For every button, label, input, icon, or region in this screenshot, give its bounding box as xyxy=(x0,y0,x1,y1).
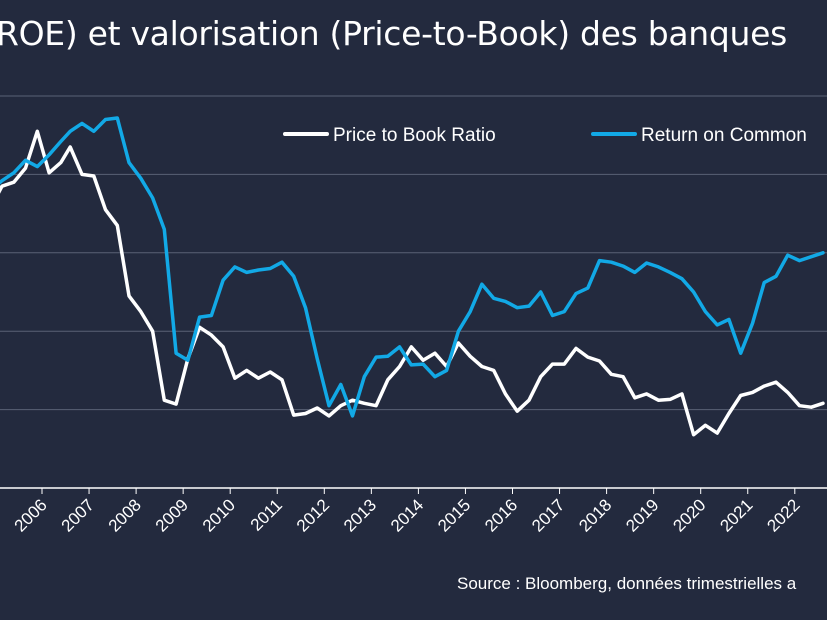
x-tick-label: 2007 xyxy=(58,495,98,535)
x-tick-label: 2016 xyxy=(481,495,521,535)
x-tick-label: 2021 xyxy=(716,495,756,535)
x-axis: 2006 2007 2008 2009 2010 2011 2012 2013 2014 2015… xyxy=(0,487,827,536)
x-tick-label: 2013 xyxy=(340,495,380,535)
x-tick-label: 2006 xyxy=(11,495,51,535)
x-tick-label: 2015 xyxy=(434,495,474,535)
x-tick-label: 2020 xyxy=(669,495,709,535)
x-tick-label: 2008 xyxy=(105,495,145,535)
series-layer xyxy=(0,116,825,437)
x-tick-label: 2011 xyxy=(247,495,286,534)
x-tick-label: 2018 xyxy=(575,495,615,535)
x-tick-label: 2010 xyxy=(199,495,239,535)
chart-title: ROE) et valorisation (Price-to-Book) des… xyxy=(0,14,788,53)
x-tick-label: 2017 xyxy=(528,495,568,535)
legend-label: Return on Common xyxy=(641,125,807,146)
x-tick-label: 2019 xyxy=(622,495,662,535)
x-tick-label: 2022 xyxy=(763,495,803,535)
x-tick-label: 20 xyxy=(824,495,827,522)
source-note: Source : Bloomberg, données trimestriell… xyxy=(457,574,797,593)
series-line-roe xyxy=(0,116,825,418)
x-tick-label: 2009 xyxy=(152,495,192,535)
x-tick-label: 2012 xyxy=(293,495,333,535)
series-line-price-to-book xyxy=(0,129,825,437)
legend-label: Price to Book Ratio xyxy=(333,125,496,146)
legend: Price to Book Ratio Return on Common xyxy=(283,125,807,146)
x-tick-label: 2014 xyxy=(387,495,427,535)
